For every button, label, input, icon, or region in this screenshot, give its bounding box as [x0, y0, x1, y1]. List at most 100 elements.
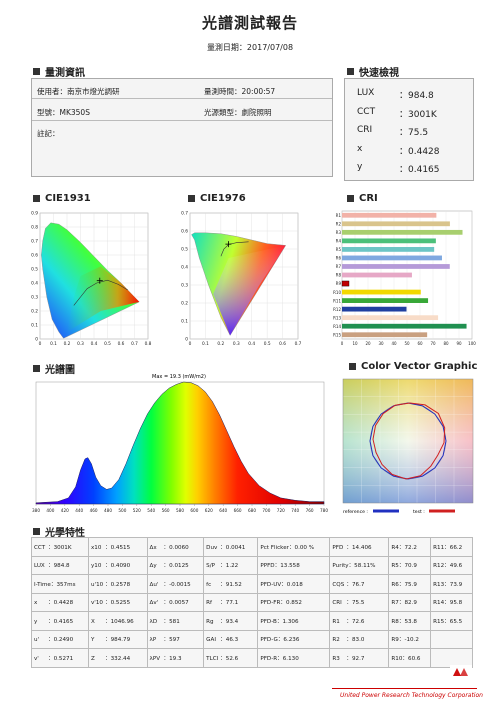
cri-label-r11: R11 — [333, 298, 341, 303]
info-section-title: 量測資訊 — [45, 68, 85, 79]
y-tick-label: 0.8 — [31, 225, 38, 231]
table-cell: PFD-UV：0.018 — [257, 574, 331, 594]
cri-bar-r5 — [342, 247, 435, 252]
table-cell: y ：0.4165 — [31, 611, 89, 631]
table-cell: R12：49.6 — [430, 555, 473, 575]
x-tick-label: 0.8 — [145, 341, 152, 347]
legend-reference: reference : — [343, 509, 368, 515]
table-cell: R11：66.2 — [430, 537, 473, 557]
table-cell: TLCI ：52.6 — [203, 648, 259, 668]
cri-bar-r8 — [342, 272, 412, 278]
table-row: u' ：0.2490 Y ：984.79 λP ：597 GAI ：46.3 PFD-G：6.2… — [31, 629, 473, 649]
y-tick-label: 0.7 — [181, 211, 188, 217]
y-tick-label: 0.6 — [181, 229, 188, 235]
quick-label: x — [357, 143, 363, 154]
table-row: v' ：0.5271 Z ：332.44 λPV ：19.3 TLCI ：52.6 PFD-R：… — [31, 648, 473, 668]
y-tick-label: 0 — [185, 337, 188, 343]
quick-row: x ：0.4428 — [357, 144, 440, 157]
cri-bar-r3 — [342, 229, 463, 235]
x-tick-label: 0.1 — [202, 341, 209, 347]
cri-bar-r1 — [342, 212, 437, 218]
y-tick-label: 0.2 — [31, 309, 38, 315]
table-cell: LUX ：984.8 — [31, 555, 89, 575]
table-cell: u' ：0.2490 — [31, 629, 89, 649]
model-field: 型號：MK350S — [37, 108, 90, 117]
optical-heading: 光學特性 — [33, 524, 85, 539]
table-cell: S/P ：1.22 — [203, 555, 259, 575]
table-cell: PFD-FR：0.852 — [257, 592, 331, 612]
spectrum-x-tick: 620 — [205, 508, 213, 513]
quick-label: LUX — [357, 88, 375, 98]
time-field: 量測時間：20:00:57 — [204, 87, 276, 96]
cri-bar-r7 — [342, 264, 450, 269]
x-tick-label: 0.4 — [248, 341, 255, 347]
table-cell: R10：60.6 — [388, 648, 432, 668]
y-tick-label: 0.1 — [31, 323, 38, 329]
spectrum-x-tick: 600 — [190, 508, 198, 513]
report-title: 光譜測試報告 — [201, 14, 298, 32]
table-cell: λD ：581 — [146, 611, 205, 631]
vector-heading: Color Vector Graphic — [349, 361, 477, 372]
spectrum-heading: 光譜圖 — [33, 361, 75, 376]
table-cell: R8：53.8 — [388, 611, 432, 631]
table-cell: R14：95.8 — [430, 592, 473, 612]
table-row: y ：0.4165 X ：1046.96 λD ：581 Rg ：93.4 PFD-B：1.30… — [31, 611, 473, 631]
table-row: CCT ：3001K x10 ：0.4515 Δx ：0.0060 Duv ：0.0041 Pc… — [31, 537, 473, 557]
table-cell: R3 ：92.7 — [329, 648, 390, 668]
table-cell: R13：73.9 — [430, 574, 473, 594]
footer-divider — [332, 688, 477, 689]
info-box: 使用者：南京市燈光調研 量測時間：20:00:57 型號：MK350S 光源類型… — [31, 78, 333, 177]
cri-x-tick: 50 — [404, 341, 410, 346]
cri-bar-r4 — [342, 238, 436, 244]
cri-title: CRI — [359, 193, 378, 204]
quick-section-heading: 快速檢視 — [347, 64, 399, 79]
note-field: 註記： — [37, 129, 60, 138]
cri-x-tick: 10 — [352, 341, 358, 346]
y-tick-label: 0.5 — [181, 247, 188, 253]
cri-label-r4: R4 — [336, 239, 342, 244]
y-tick-label: 0.7 — [31, 239, 38, 245]
table-cell — [430, 629, 473, 649]
square-bullet-icon — [33, 195, 40, 202]
measured-point-marker — [96, 277, 103, 284]
cri-x-tick: 60 — [417, 341, 423, 346]
y-tick-label: 0.1 — [181, 319, 188, 325]
cri-bar-r9 — [341, 280, 350, 287]
cri-x-tick: 90 — [456, 341, 462, 346]
square-bullet-icon — [349, 363, 356, 370]
spectrum-x-tick: 580 — [176, 508, 184, 513]
color-vector-graphic: reference : test : — [342, 378, 474, 515]
cri-label-r8: R8 — [336, 273, 342, 278]
table-cell: λP ：597 — [146, 629, 205, 649]
square-bullet-icon — [347, 68, 354, 75]
cie1976-heading: CIE1976 — [188, 193, 246, 204]
quick-section-title: 快速檢視 — [359, 68, 399, 79]
optical-title: 光學特性 — [45, 528, 85, 539]
x-tick-label: 0.6 — [118, 341, 125, 347]
y-tick-label: 0.4 — [181, 265, 188, 271]
quick-label: CCT — [357, 106, 376, 117]
table-cell: CCT ：3001K — [31, 537, 89, 557]
optical-properties-table: CCT ：3001K x10 ：0.4515 Δx ：0.0060 Duv ：0.0041 Pc… — [31, 537, 473, 668]
cie1931-chart: 0 0.1 0.2 0.3 0.4 0.5 0.6 0.7 0.8 0 0.1 0.2 0.3 0.4 0.… — [31, 211, 152, 348]
cri-label-r9: R9 — [336, 281, 342, 286]
table-cell: R9：-10.2 — [388, 629, 432, 649]
spectrum-x-tick: 460 — [90, 508, 98, 513]
cri-label-r14: R14 — [333, 324, 341, 329]
cri-x-tick: 100 — [468, 341, 476, 346]
info-section-heading: 量測資訊 — [33, 64, 85, 79]
quick-view-box: LUX ：984.8 CCT ：3001K CRI ：75.5 x ：0.4428 y ：0.41… — [344, 78, 474, 181]
table-cell: PFD ：14.406 — [329, 537, 390, 557]
company-logo — [450, 665, 472, 679]
x-tick-label: 0 — [39, 341, 42, 347]
x-tick-label: 0.7 — [295, 341, 302, 347]
spectrum-chart: Max = 19.3 (mW/m2) 380 400 420 440 460 480 500… — [32, 374, 328, 513]
table-cell: Duv ：0.0041 — [203, 537, 259, 557]
table-cell: R5：70.9 — [388, 555, 432, 575]
y-tick-label: 0.2 — [181, 301, 188, 307]
cri-bar-r13 — [342, 315, 439, 321]
spectrum-x-tick: 380 — [32, 508, 40, 513]
spectrum-x-tick: 740 — [291, 508, 299, 513]
table-cell: I-Time：357ms — [31, 574, 89, 594]
legend-test-swatch — [429, 509, 455, 513]
